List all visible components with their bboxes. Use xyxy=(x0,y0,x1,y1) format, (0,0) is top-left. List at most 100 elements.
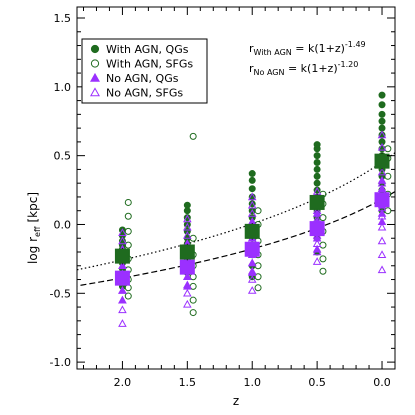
point-no-agn-sfgs xyxy=(118,228,127,236)
x-tick-label: 0.0 xyxy=(373,376,391,389)
point-with-agn-sfgs xyxy=(254,207,262,215)
fit-annotations: rWith AGN = k(1+z)-1.49 rNo AGN = k(1+z)-… xyxy=(249,40,366,77)
point-with-agn-sfgs xyxy=(384,172,392,180)
fit-annotation: rNo AGN = k(1+z)-1.20 xyxy=(249,60,358,77)
point-with-agn-sfgs xyxy=(319,255,327,263)
point-no-agn-sfgs xyxy=(377,250,387,259)
point-with-agn-qgs xyxy=(313,172,321,180)
x-axis-label: z xyxy=(233,394,239,408)
point-no-agn-sfgs xyxy=(118,286,127,294)
point-with-agn-qgs xyxy=(378,124,386,132)
y-axis-label-sub: eff xyxy=(33,226,42,237)
point-no-agn-sfgs xyxy=(118,305,127,314)
point-no-agn-sfgs xyxy=(183,288,192,297)
median-marker-with-agn xyxy=(179,244,195,260)
point-with-agn-qgs xyxy=(183,201,191,209)
point-with-agn-sfgs xyxy=(189,273,197,281)
point-no-agn-sfgs xyxy=(247,192,257,201)
point-no-agn-sfgs xyxy=(377,211,387,220)
median-marker-no-agn xyxy=(374,192,390,208)
point-with-agn-sfgs xyxy=(189,132,197,140)
y-tick-label: 0.0 xyxy=(54,218,72,231)
median-markers xyxy=(114,152,390,286)
fit-line-with-agn xyxy=(76,152,396,271)
point-with-agn-sfgs xyxy=(189,309,197,317)
plot-border xyxy=(76,6,396,370)
point-with-agn-qgs xyxy=(378,117,386,125)
legend-marker-with-agn-qgs xyxy=(90,44,100,54)
legend-marker-no-agn-qgs xyxy=(90,72,100,82)
point-no-agn-sfgs xyxy=(183,272,192,281)
point-with-agn-qgs xyxy=(378,101,386,109)
median-marker-no-agn xyxy=(179,259,195,275)
point-no-agn-sfgs xyxy=(183,231,192,239)
x-tick-label: 1.5 xyxy=(179,376,197,389)
y-tick-label: -0.5 xyxy=(50,287,71,300)
point-no-agn-sfgs xyxy=(377,265,387,274)
point-with-agn-qgs xyxy=(313,152,321,160)
point-with-agn-sfgs xyxy=(124,284,132,292)
point-no-agn-sfgs xyxy=(183,280,192,289)
x-tick-label: 2.0 xyxy=(114,376,132,389)
legend-box xyxy=(81,38,208,104)
point-with-agn-qgs xyxy=(313,159,321,167)
legend-marker-with-agn-sfgs xyxy=(90,59,100,68)
median-marker-with-agn xyxy=(309,194,325,210)
point-no-agn-sfgs xyxy=(118,319,127,327)
y-tick-label: 1.5 xyxy=(54,12,72,25)
point-with-agn-qgs xyxy=(248,185,256,193)
point-with-agn-sfgs xyxy=(124,241,132,249)
point-no-agn-sfgs xyxy=(118,261,127,270)
point-no-agn-sfgs xyxy=(312,247,322,256)
point-with-agn-sfgs xyxy=(384,145,392,153)
legend-label-with-agn-sfgs: With AGN, SFGs xyxy=(106,58,193,71)
legend-label-no-agn-sfgs: No AGN, SFGs xyxy=(106,87,183,100)
point-no-agn-sfgs xyxy=(377,203,387,212)
median-marker-no-agn xyxy=(244,241,260,257)
point-with-agn-sfgs xyxy=(124,212,132,220)
point-no-agn-sfgs xyxy=(312,257,322,265)
legend-label-with-agn-qgs: With AGN, QGs xyxy=(106,43,189,56)
point-with-agn-sfgs xyxy=(124,292,132,300)
median-marker-with-agn xyxy=(114,248,130,264)
point-no-agn-sfgs xyxy=(247,208,257,217)
point-with-agn-qgs xyxy=(313,179,321,187)
median-marker-with-agn xyxy=(374,153,390,169)
point-with-agn-sfgs xyxy=(319,241,327,249)
point-no-agn-sfgs xyxy=(377,178,387,187)
point-with-agn-qgs xyxy=(248,176,256,184)
y-tick-label: -1.0 xyxy=(50,356,71,369)
point-no-agn-sfgs xyxy=(312,239,322,248)
median-marker-no-agn xyxy=(114,270,130,286)
point-no-agn-sfgs xyxy=(247,286,257,294)
point-no-agn-sfgs xyxy=(247,266,257,275)
point-with-agn-sfgs xyxy=(319,267,327,275)
point-no-agn-sfgs xyxy=(183,299,192,308)
point-with-agn-sfgs xyxy=(254,273,262,281)
point-no-agn-sfgs xyxy=(183,214,192,223)
point-with-agn-sfgs xyxy=(124,198,132,206)
point-no-agn-sfgs xyxy=(377,236,387,245)
point-no-agn-sfgs xyxy=(247,200,257,209)
data-points xyxy=(118,91,392,327)
y-tick-label: 0.5 xyxy=(54,150,72,163)
point-with-agn-sfgs xyxy=(254,284,262,292)
point-no-agn-sfgs xyxy=(118,236,127,245)
plot-frame xyxy=(76,6,396,370)
point-no-agn-sfgs xyxy=(377,167,387,176)
y-axis-label: log reff [kpc] xyxy=(26,192,42,264)
axis-ticks: 2.0 1.5 1.0 0.5 0.0 -1.0 -0.5 0.0 0.5 1.0 1.5 xyxy=(50,7,395,389)
point-no-agn-sfgs xyxy=(377,222,387,231)
point-with-agn-qgs xyxy=(378,145,386,153)
y-axis-label-main: log r xyxy=(26,237,40,264)
point-with-agn-sfgs xyxy=(319,214,327,222)
legend-label-no-agn-qgs: No AGN, QGs xyxy=(106,72,179,85)
point-with-agn-qgs xyxy=(313,141,321,149)
median-marker-with-agn xyxy=(244,223,260,239)
point-with-agn-sfgs xyxy=(189,282,197,290)
point-with-agn-qgs xyxy=(378,110,386,118)
point-with-agn-qgs xyxy=(378,91,386,99)
point-no-agn-sfgs xyxy=(118,295,127,304)
point-with-agn-sfgs xyxy=(189,296,197,304)
